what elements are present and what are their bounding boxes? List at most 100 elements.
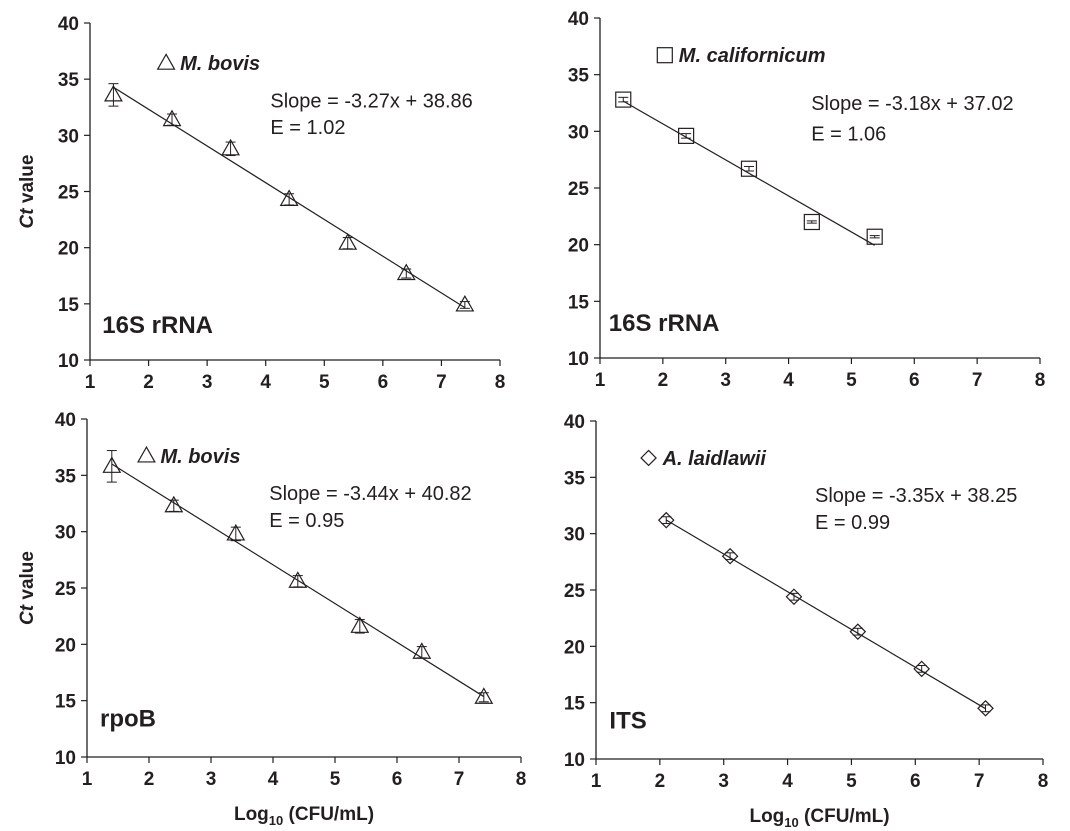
data-point-marker (164, 495, 184, 513)
data-point-marker (221, 138, 241, 156)
x-tick-label: 2 (658, 370, 669, 391)
x-tick-label: 4 (782, 771, 793, 792)
y-tick-label: 40 (58, 14, 79, 35)
y-axis-title-italic: Ct (17, 604, 38, 625)
x-tick-label: 6 (378, 372, 389, 393)
slope-equation: Slope = -3.27x + 38.86 (270, 90, 472, 112)
panel-2: 10 15 20 25 30 35 40 1 2 3 4 5 6 7 8 M. californicum Slo… (568, 9, 1045, 391)
data-point-marker (849, 623, 867, 641)
x-tick-label: 5 (330, 769, 341, 790)
panel-4: 10 15 20 25 30 35 40 1 2 3 4 5 6 7 8 A. laidlawii Slope … (564, 412, 1048, 830)
y-tick-label: 30 (55, 523, 76, 544)
x-axis-title: Log10 (CFU/mL) (749, 806, 889, 830)
y-tick-label: 10 (58, 351, 79, 372)
y-tick-label: 30 (564, 525, 585, 546)
data-point-marker (350, 616, 370, 633)
legend-entry: M. bovis (156, 53, 260, 75)
y-tick-label: 15 (55, 692, 77, 713)
gene-target-label: 16S rRNA (102, 312, 213, 339)
y-tick-label: 25 (55, 579, 77, 600)
y-tick-label: 15 (58, 295, 80, 316)
data-point-marker (721, 547, 739, 565)
data-point-marker (678, 127, 695, 144)
x-tick-label: 2 (144, 769, 155, 790)
data-point-marker (455, 294, 475, 312)
gene-target-label: rpoB (100, 706, 156, 733)
y-tick-label: 15 (568, 292, 590, 313)
efficiency-label: E = 1.06 (811, 123, 886, 145)
x-tick-label: 4 (783, 370, 794, 391)
y-tick-label: 35 (58, 70, 80, 91)
species-label: A. laidlawii (662, 448, 767, 470)
data-point-marker (156, 53, 176, 70)
data-point-marker (162, 109, 182, 127)
x-tick-label: 4 (260, 372, 271, 393)
data-point-marker (338, 233, 358, 250)
y-tick-label: 25 (564, 581, 586, 602)
x-tick-label: 8 (495, 372, 506, 393)
x-tick-label: 3 (720, 370, 731, 391)
data-point-marker (803, 213, 820, 231)
species-label: M. bovis (180, 53, 260, 75)
y-tick-label: 20 (564, 637, 585, 658)
panel-1: 10 15 20 25 30 35 40 1 2 3 4 5 6 7 8 M. bovis Slope = -3… (17, 14, 505, 393)
gene-target-label: ITS (609, 708, 646, 735)
x-tick-label: 1 (82, 769, 93, 790)
x-axis-title-subscript: 10 (784, 815, 798, 830)
y-axis-title-italic: Ct (17, 208, 38, 229)
data-point-marker (740, 160, 758, 177)
efficiency-label: E = 0.99 (815, 512, 890, 534)
regression-line (665, 519, 986, 710)
x-tick-label: 2 (655, 771, 666, 792)
efficiency-label: E = 1.02 (270, 117, 345, 139)
y-tick-label: 35 (55, 466, 77, 487)
y-axis-title-rest: value (17, 551, 38, 605)
species-label: M. californicum (679, 45, 826, 67)
x-tick-label: 3 (718, 771, 729, 792)
legend-entry: M. bovis (137, 445, 240, 468)
data-point-marker (226, 523, 246, 541)
y-tick-label: 10 (568, 349, 589, 370)
x-tick-label: 6 (392, 769, 403, 790)
x-tick-label: 7 (436, 372, 447, 393)
x-axis-title-tail: (CFU/mL) (799, 806, 890, 827)
y-tick-label: 20 (55, 635, 76, 656)
x-axis-title-subscript: 10 (269, 813, 283, 828)
y-tick-label: 40 (564, 412, 585, 433)
legend-entry: A. laidlawii (640, 448, 767, 470)
x-tick-label: 1 (591, 771, 602, 792)
data-point-marker (640, 449, 657, 467)
data-point-marker (913, 660, 931, 678)
data-point-marker (977, 699, 994, 717)
legend-entry: M. californicum (656, 45, 826, 67)
x-tick-label: 8 (516, 769, 527, 790)
y-axis-title-rest: value (17, 155, 38, 209)
x-axis-title-main: Log (234, 804, 269, 825)
y-tick-label: 30 (568, 122, 589, 143)
x-tick-label: 3 (202, 372, 213, 393)
data-point-marker (137, 445, 156, 463)
x-tick-label: 1 (595, 370, 606, 391)
data-point-marker (396, 263, 416, 281)
panel-3: 10 15 20 25 30 35 40 1 2 3 4 5 6 7 8 M. bovis Slope = -3… (17, 410, 526, 828)
slope-equation: Slope = -3.44x + 40.82 (269, 483, 471, 505)
x-tick-label: 4 (268, 769, 279, 790)
x-axis-title: Log10 (CFU/mL) (234, 804, 374, 828)
x-axis-title-tail: (CFU/mL) (283, 804, 374, 825)
data-point-marker (288, 571, 308, 588)
regression-line (622, 100, 875, 246)
x-tick-label: 8 (1035, 370, 1046, 391)
data-point-marker (785, 588, 803, 606)
species-label: M. bovis (160, 446, 240, 468)
data-point-marker (657, 511, 675, 529)
y-tick-label: 25 (58, 183, 80, 204)
y-tick-label: 30 (58, 126, 79, 147)
efficiency-label: E = 0.95 (269, 510, 344, 532)
y-tick-label: 20 (58, 239, 79, 260)
y-axis-title: Ct value (17, 155, 38, 229)
x-axis-title-main: Log (749, 806, 784, 827)
x-tick-label: 7 (974, 771, 985, 792)
y-tick-label: 25 (568, 179, 590, 200)
gene-target-label: 16S rRNA (609, 310, 720, 337)
